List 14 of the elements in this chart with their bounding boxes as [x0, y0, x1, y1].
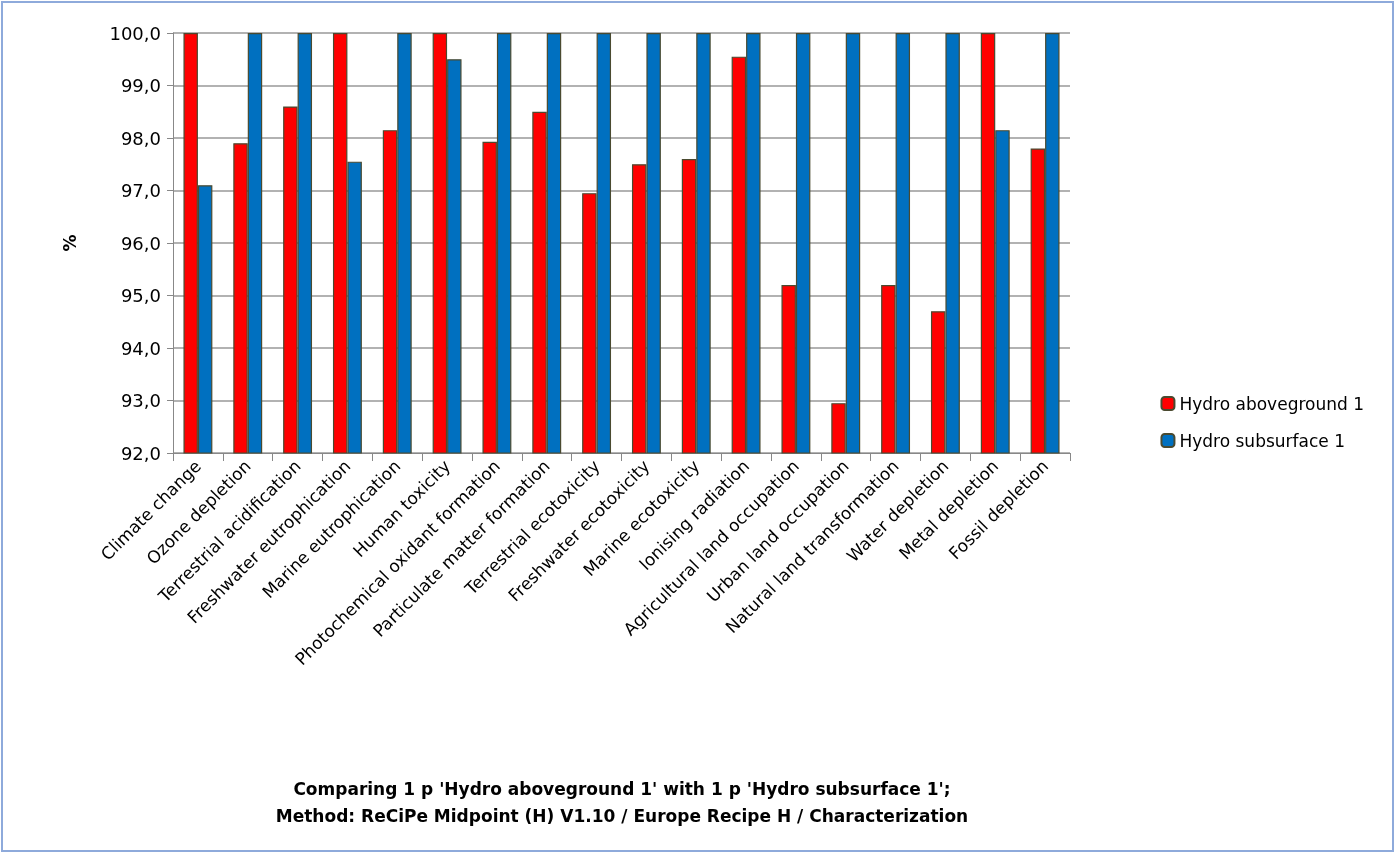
y-tick-label: 94,0	[120, 337, 161, 359]
y-tick-label: 96,0	[120, 232, 161, 254]
y-tick-label: 98,0	[120, 127, 161, 149]
y-tick-label: 92,0	[120, 442, 161, 464]
y-axis-title: %	[59, 234, 80, 252]
y-tick-label: 100,0	[109, 22, 161, 44]
text: Method: ReCiPe Midpoint (H) V1.10 / Europe Recipe H / Characterization	[275, 805, 969, 826]
y-tick-label: 95,0	[120, 285, 161, 306]
legend-label: Hydro aboveground 1	[1179, 393, 1365, 414]
text: Comparing 1 p 'Hydro aboveground 1' with 1 p 'Hydro subsurface 1';	[293, 778, 951, 799]
legend-label: Hydro subsurface 1	[1179, 430, 1345, 451]
y-tick-label: 93,0	[120, 390, 161, 411]
y-tick-label: 99,0	[120, 75, 161, 96]
y-tick-label: 97,0	[120, 180, 161, 201]
